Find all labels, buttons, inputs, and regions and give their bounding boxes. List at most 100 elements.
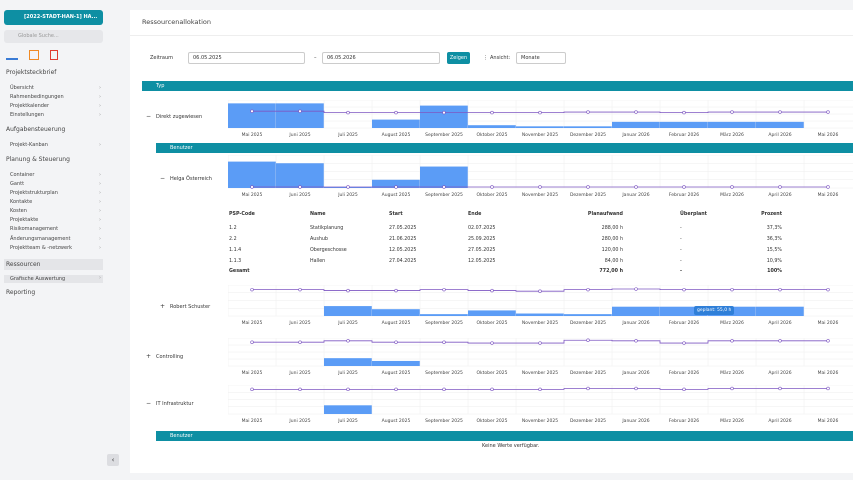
nav-item[interactable]: Risikomanagement [10,226,59,232]
month-label: Mai 2025 [242,132,263,138]
month-label: November 2025 [522,370,558,376]
toggle[interactable]: + [146,353,152,360]
month-label: Mai 2025 [242,320,263,326]
month-label: Februar 2026 [669,192,699,198]
mini-chart: Mai 2025 Juni 2025 Juli 2025 August 2025 Sep… [228,285,853,326]
month-label: Juli 2025 [337,370,358,376]
nav-item[interactable]: Projektstrukturplan [10,190,58,196]
toggle[interactable]: + [160,303,166,310]
line-point [298,109,302,113]
toggle[interactable]: − [146,400,152,407]
bar [660,306,708,316]
nav-item[interactable]: Projektakte [10,217,39,223]
toggle[interactable]: − [160,175,166,182]
nav-item[interactable]: Änderungsmanagement [10,236,71,242]
mini-chart: Mai 2025 Juni 2025 Juli 2025 August 2025 Sep… [228,155,853,198]
section-title[interactable]: Aufgabensteuerung [6,126,66,133]
month-label: August 2025 [382,132,411,138]
row-label: Direkt zugewiesen [156,114,203,120]
month-label: August 2025 [382,370,411,376]
bar [612,306,660,316]
icon[interactable] [6,51,18,60]
table-cell: Statikplanung [310,226,344,231]
line-point [346,288,350,293]
section-title[interactable]: Ressourcen [4,259,103,270]
line-point [394,110,398,115]
chevron: › [99,226,101,232]
nav-item[interactable]: Kontakte [10,199,33,205]
bar [756,306,804,316]
nav-item[interactable]: Gantt [10,181,25,187]
nav-item[interactable]: Projektkalender [10,103,50,109]
nav-item[interactable]: Projekt-Kanban [10,142,48,148]
line [252,288,828,292]
table-cell: Prozent [761,212,782,217]
table-cell: 25.09.2025 [468,237,496,242]
line-point [826,287,830,292]
bar [420,105,468,128]
chevron: › [99,181,101,187]
line [252,339,828,344]
month-label: Juli 2025 [337,418,358,424]
line-point [538,185,542,189]
section-title[interactable]: Reporting [6,289,36,296]
table-cell: 1.2 [229,226,237,231]
bar [660,121,708,128]
collapse-button[interactable]: ‹ [107,454,119,466]
table-cell: - [680,226,682,231]
month-label: März 2026 [720,192,744,198]
chevron: › [99,199,101,205]
line [252,388,828,390]
nav-item[interactable]: Kosten [10,208,27,214]
bar [324,405,372,414]
line-point [586,110,590,114]
month-label: Juni 2025 [288,192,310,198]
month-label: November 2025 [522,192,558,198]
month-label: Januar 2026 [621,418,649,424]
month-label: September 2025 [425,370,463,376]
bar [228,103,276,128]
show-button[interactable]: Zeigen [447,52,470,64]
month-label: November 2025 [522,320,558,326]
view-select[interactable]: Monate [516,52,566,64]
month-label: Juli 2025 [337,132,358,138]
month-label: Januar 2026 [621,370,649,376]
table-cell: 12.05.2025 [389,248,417,253]
table-cell: 772,00 h [599,269,623,274]
chevron: › [99,190,101,196]
search[interactable]: Globale Suche... [4,30,103,43]
line-point [586,287,590,292]
nav-item[interactable]: Übersicht [10,85,34,91]
section-title[interactable]: Projektsteckbrief [6,69,57,76]
line-point [634,185,638,189]
date-from[interactable]: 06.05.2025 [188,52,305,64]
table-cell: 27.05.2025 [468,248,496,253]
line-point [634,110,638,114]
table-cell: 1.1.4 [229,248,242,253]
nav-item[interactable]: Einstellungen [10,112,44,118]
nav-item[interactable]: Rahmenbedingungen [10,94,64,100]
month-label: September 2025 [425,192,463,198]
nav-item[interactable]: Projektteam & -netzwerk [10,245,73,251]
line-point [778,110,782,114]
sidebar: [2022-STADT-HAN-1] HA... Globale Suche..… [0,0,113,480]
table-cell: - [680,237,682,242]
table-cell: 21.06.2025 [389,237,417,242]
table-cell: 02.07.2025 [468,226,496,231]
icon[interactable] [29,50,39,60]
nav-item[interactable]: Grafische Auswertung [4,275,103,283]
date-to[interactable]: 06.05.2026 [322,52,440,64]
month-label: Mai 2025 [242,192,263,198]
chevron: › [99,85,101,91]
month-label: Dezember 2025 [570,418,606,424]
line-point [538,341,542,345]
toggle[interactable]: − [146,113,152,120]
month-label: September 2025 [425,320,463,326]
project-button[interactable]: [2022-STADT-HAN-1] HA... [4,10,103,25]
nav-item[interactable]: Container [10,172,35,178]
section-title[interactable]: Planung & Steuerung [6,156,70,163]
line-point [298,287,302,292]
icon[interactable] [50,50,58,60]
line-point [730,287,734,292]
bar [324,306,372,316]
